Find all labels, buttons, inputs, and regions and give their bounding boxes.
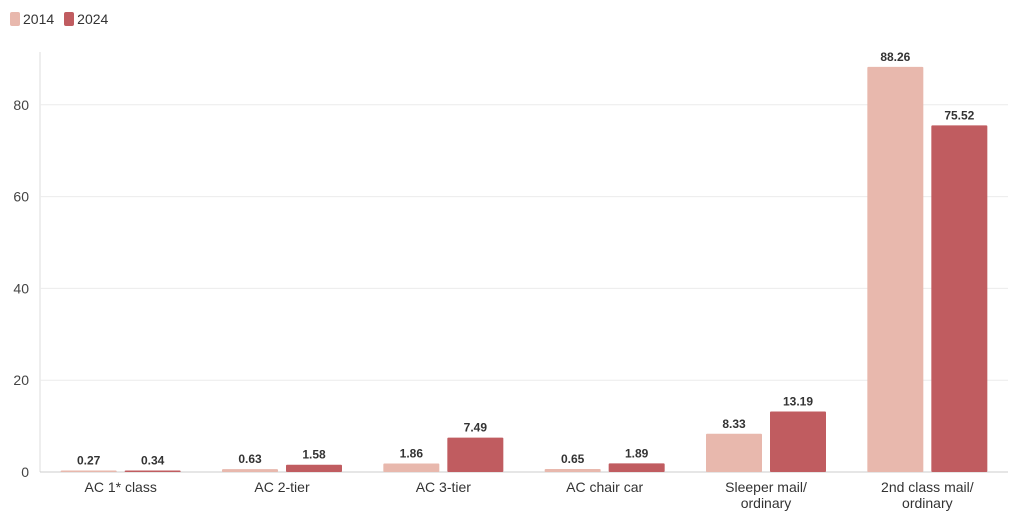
bar-2024 <box>608 463 665 472</box>
bar-2014 <box>867 66 924 472</box>
bar-2014 <box>222 469 278 472</box>
bar-2014 <box>706 433 762 472</box>
y-tick-label: 80 <box>13 97 29 113</box>
bar-2024 <box>286 464 342 472</box>
data-label: 7.49 <box>464 421 488 435</box>
data-label: 1.86 <box>400 446 424 460</box>
data-label: 8.33 <box>722 417 746 431</box>
bar-2024 <box>447 437 504 472</box>
data-label: 1.89 <box>625 446 649 460</box>
x-category-label: AC chair car <box>566 479 643 495</box>
data-label: 0.34 <box>141 453 165 467</box>
x-category-label: AC 3-tier <box>416 479 472 495</box>
x-category-label: AC 2-tier <box>254 479 310 495</box>
x-category-label: 2nd class mail/ <box>881 479 974 495</box>
legend-label-2024: 2024 <box>77 11 109 27</box>
y-tick-label: 0 <box>21 464 29 480</box>
x-category-label: AC 1* class <box>84 479 156 495</box>
data-label: 13.19 <box>783 394 813 408</box>
data-label: 75.52 <box>944 108 974 122</box>
x-category-label: Sleeper mail/ <box>725 479 807 495</box>
bar-2024 <box>931 125 988 472</box>
bar-2014 <box>383 463 440 472</box>
bar-2014 <box>60 470 117 472</box>
bar-2024 <box>770 411 826 472</box>
data-label: 0.27 <box>77 454 101 468</box>
legend: 2014 2024 <box>10 11 108 27</box>
legend-swatch-2014 <box>10 12 20 26</box>
bar-2014 <box>544 469 601 472</box>
data-label: 88.26 <box>880 50 910 64</box>
data-label: 0.63 <box>238 452 262 466</box>
legend-label-2014: 2014 <box>23 11 55 27</box>
legend-swatch-2024 <box>64 12 75 26</box>
bar-2024 <box>124 470 181 472</box>
legend-item-2024[interactable]: 2024 <box>64 11 108 27</box>
y-tick-label: 40 <box>13 280 29 296</box>
x-category-label: ordinary <box>741 495 792 511</box>
y-tick-label: 20 <box>13 372 29 388</box>
legend-item-2014[interactable]: 2014 <box>10 11 54 27</box>
data-label: 1.58 <box>302 448 326 462</box>
y-tick-label: 60 <box>13 189 29 205</box>
x-category-label: ordinary <box>902 495 953 511</box>
data-label: 0.65 <box>561 452 585 466</box>
